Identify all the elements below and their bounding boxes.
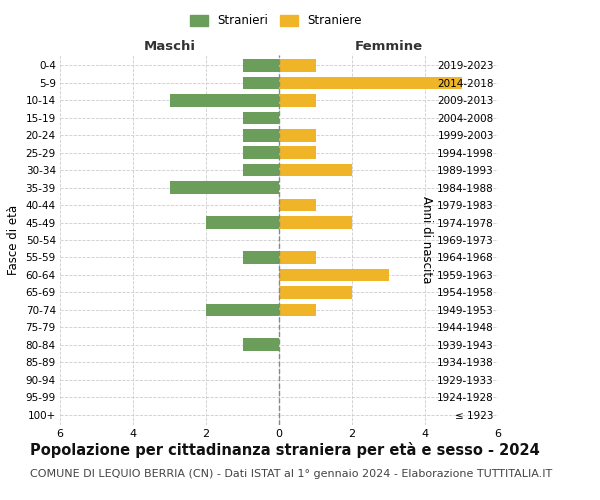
Bar — [170, 182, 279, 194]
Bar — [242, 146, 279, 159]
Bar — [279, 251, 316, 264]
Text: Femmine: Femmine — [355, 40, 422, 54]
Bar — [206, 304, 279, 316]
Bar — [279, 304, 316, 316]
Text: Popolazione per cittadinanza straniera per età e sesso - 2024: Popolazione per cittadinanza straniera p… — [30, 442, 540, 458]
Bar — [279, 76, 461, 89]
Legend: Stranieri, Straniere: Stranieri, Straniere — [187, 11, 365, 31]
Bar — [242, 251, 279, 264]
Text: COMUNE DI LEQUIO BERRIA (CN) - Dati ISTAT al 1° gennaio 2024 - Elaborazione TUTT: COMUNE DI LEQUIO BERRIA (CN) - Dati ISTA… — [30, 469, 552, 479]
Bar — [242, 338, 279, 351]
Bar — [242, 164, 279, 176]
Bar — [279, 199, 316, 211]
Y-axis label: Anni di nascita: Anni di nascita — [421, 196, 433, 284]
Bar — [242, 129, 279, 141]
Bar — [279, 129, 316, 141]
Bar — [170, 94, 279, 106]
Bar — [279, 268, 389, 281]
Bar — [242, 59, 279, 72]
Bar — [279, 164, 352, 176]
Bar — [242, 112, 279, 124]
Bar — [279, 286, 352, 298]
Y-axis label: Fasce di età: Fasce di età — [7, 205, 20, 275]
Bar — [279, 94, 316, 106]
Bar — [279, 59, 316, 72]
Text: Maschi: Maschi — [143, 40, 196, 54]
Bar — [279, 146, 316, 159]
Bar — [279, 216, 352, 229]
Bar — [206, 216, 279, 229]
Bar — [242, 76, 279, 89]
